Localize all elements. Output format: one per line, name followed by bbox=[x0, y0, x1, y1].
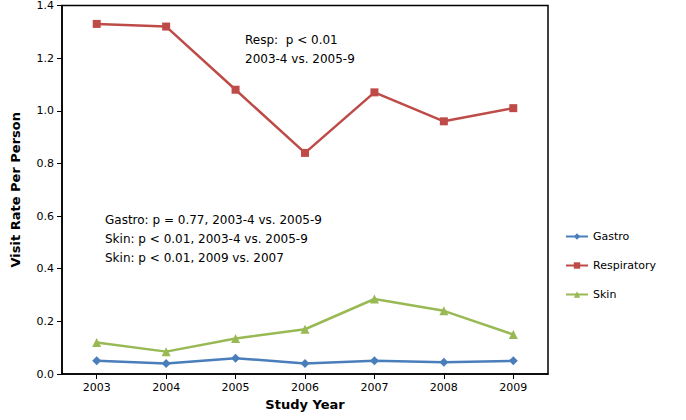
svg-text:1.2: 1.2 bbox=[37, 52, 55, 65]
svg-text:2003: 2003 bbox=[83, 381, 111, 394]
svg-text:Skin: p < 0.01, 2009 vs. 2007: Skin: p < 0.01, 2009 vs. 2007 bbox=[105, 251, 284, 265]
svg-text:0.8: 0.8 bbox=[37, 157, 55, 170]
svg-text:2009: 2009 bbox=[499, 381, 527, 394]
svg-text:0.6: 0.6 bbox=[37, 210, 55, 223]
svg-text:1.0: 1.0 bbox=[37, 104, 55, 117]
svg-text:0.0: 0.0 bbox=[37, 368, 55, 381]
svg-text:2004: 2004 bbox=[152, 381, 180, 394]
svg-text:Gastro: p = 0.77, 2003-4 vs. 2: Gastro: p = 0.77, 2003-4 vs. 2005-9 bbox=[105, 213, 322, 227]
svg-text:Respiratory: Respiratory bbox=[593, 259, 657, 272]
svg-text:2006: 2006 bbox=[291, 381, 319, 394]
svg-text:2008: 2008 bbox=[430, 381, 458, 394]
svg-text:2003-4 vs. 2005-9: 2003-4 vs. 2005-9 bbox=[245, 52, 355, 66]
svg-text:2007: 2007 bbox=[360, 381, 388, 394]
svg-text:Visit Rate Per Person: Visit Rate Per Person bbox=[8, 112, 23, 268]
svg-text:1.4: 1.4 bbox=[37, 0, 55, 12]
svg-text:Gastro: Gastro bbox=[593, 230, 630, 243]
svg-text:2005: 2005 bbox=[222, 381, 250, 394]
svg-text:Study Year: Study Year bbox=[265, 397, 345, 412]
svg-text:0.2: 0.2 bbox=[37, 315, 55, 328]
svg-text:0.4: 0.4 bbox=[37, 262, 55, 275]
svg-text:Resp: p < 0.01: Resp: p < 0.01 bbox=[245, 33, 338, 47]
svg-text:Skin: Skin bbox=[593, 288, 616, 301]
svg-text:Skin: p < 0.01, 2003-4 vs. 200: Skin: p < 0.01, 2003-4 vs. 2005-9 bbox=[105, 232, 308, 246]
